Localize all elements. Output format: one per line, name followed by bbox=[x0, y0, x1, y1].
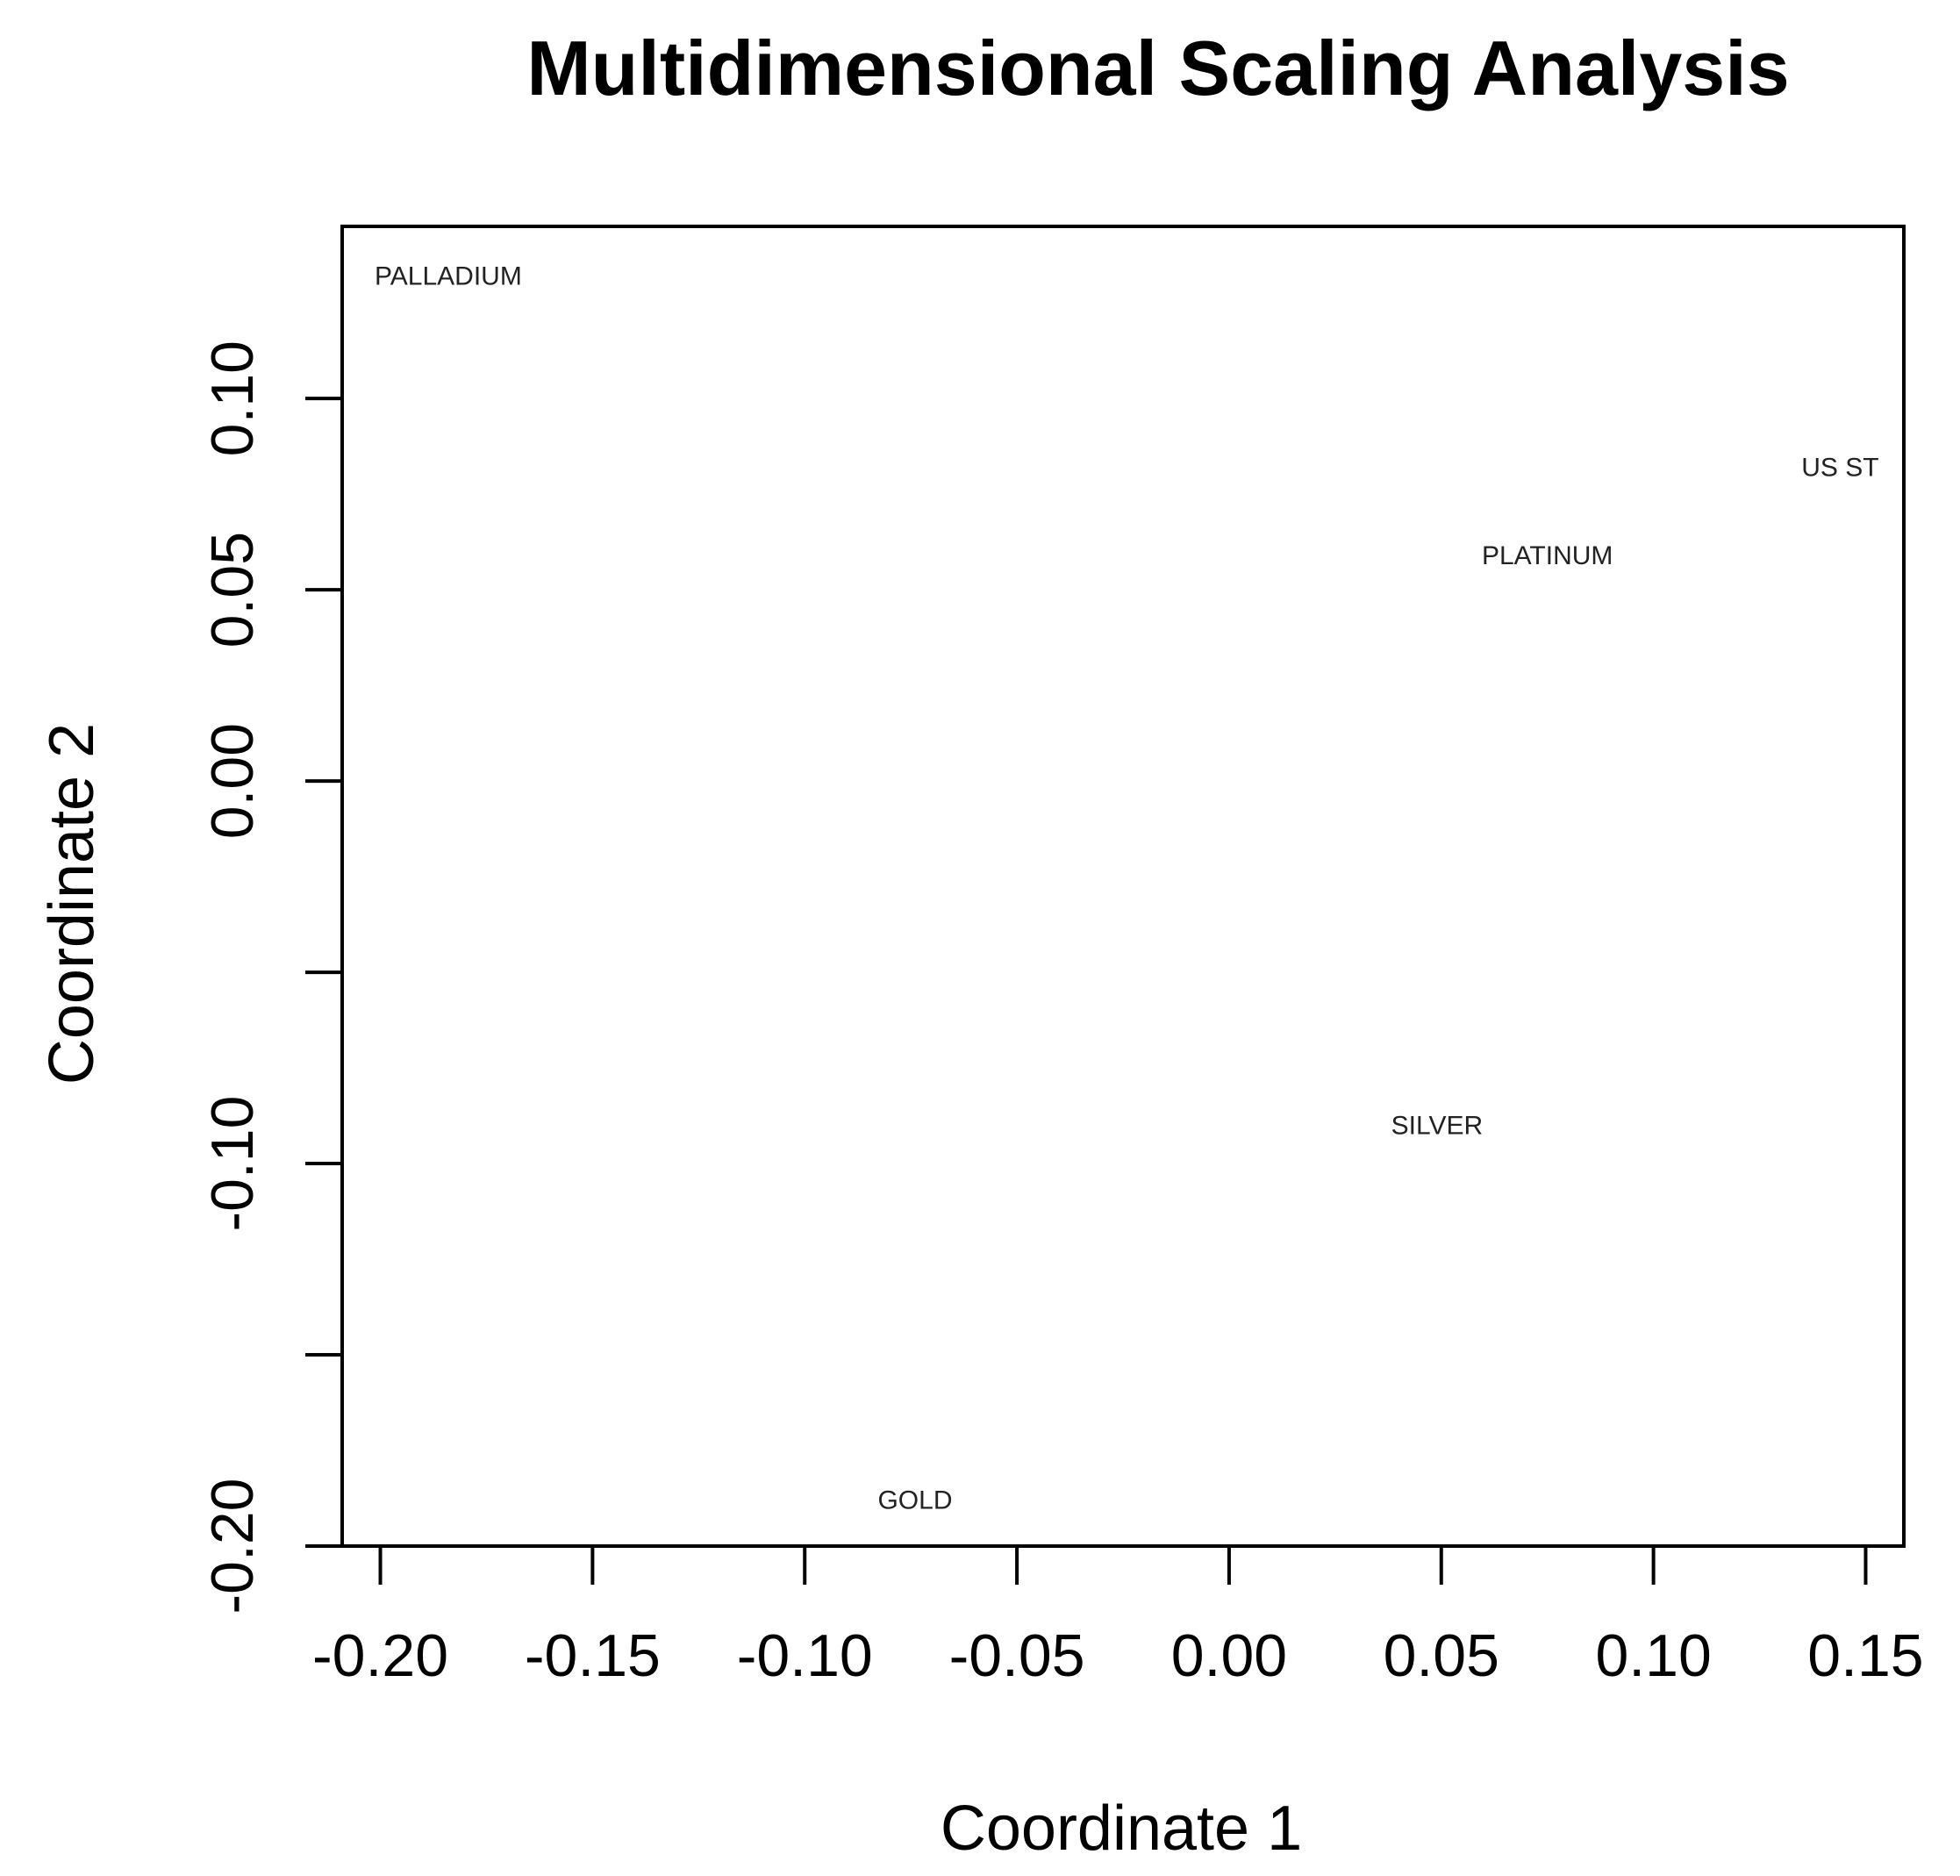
x-tick-label: -0.10 bbox=[737, 1622, 873, 1689]
point-label-platinum: PLATINUM bbox=[1482, 541, 1613, 570]
y-tick-label: 0.05 bbox=[199, 532, 266, 648]
point-label-palladium: PALLADIUM bbox=[375, 262, 522, 291]
y-tick-label: -0.10 bbox=[199, 1096, 266, 1232]
x-tick-label: 0.10 bbox=[1595, 1622, 1711, 1689]
chart-title: Multidimensional Scaling Analysis bbox=[526, 25, 1789, 111]
x-tick-label: 0.15 bbox=[1807, 1622, 1923, 1689]
point-label-gold: GOLD bbox=[877, 1486, 952, 1515]
data-points: PALLADIUM US ST PLATINUM SILVER GOLD bbox=[375, 262, 1879, 1515]
y-tick-label: 0.00 bbox=[199, 723, 266, 839]
point-label-silver: SILVER bbox=[1391, 1111, 1484, 1140]
y-tick-label: -0.20 bbox=[199, 1479, 266, 1615]
point-label-us-st: US ST bbox=[1801, 454, 1878, 483]
x-tick-label: -0.20 bbox=[312, 1622, 448, 1689]
x-tick-label: 0.05 bbox=[1384, 1622, 1499, 1689]
y-axis: -0.20 -0.10 0.00 0.05 0.10 bbox=[199, 340, 344, 1615]
x-tick-label: -0.15 bbox=[525, 1622, 661, 1689]
x-tick-label: 0.00 bbox=[1171, 1622, 1287, 1689]
plot-frame bbox=[340, 225, 1906, 1548]
y-axis-label: Coordinate 2 bbox=[37, 723, 107, 1085]
x-axis: -0.20 -0.15 -0.10 -0.05 0.00 0.05 0.10 0.15 bbox=[312, 1544, 1924, 1689]
x-axis-label: Coordinate 1 bbox=[941, 1794, 1302, 1864]
x-tick-label: -0.05 bbox=[949, 1622, 1085, 1689]
y-tick-label: 0.10 bbox=[199, 340, 266, 456]
